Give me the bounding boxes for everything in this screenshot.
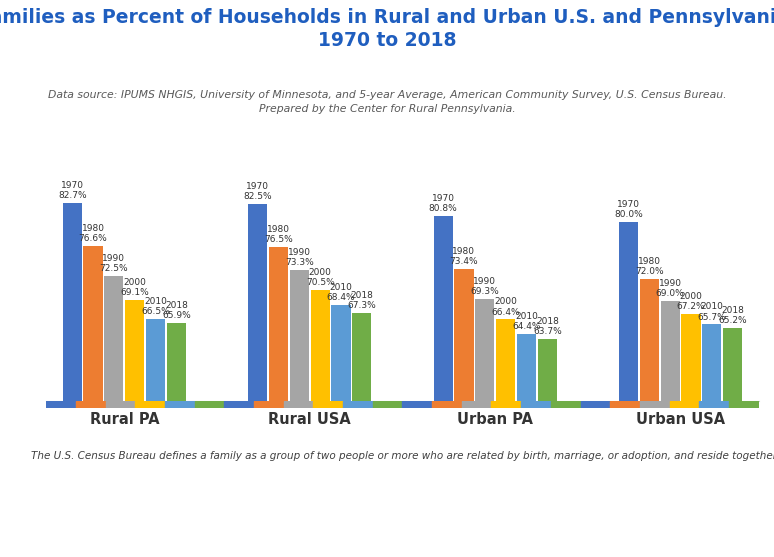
Text: 1980
73.4%: 1980 73.4% [450, 247, 478, 266]
Text: 2018
63.7%: 2018 63.7% [533, 317, 562, 336]
Bar [167, 323, 186, 401]
Bar [313, 401, 343, 408]
Text: 2010
68.4%: 2010 68.4% [327, 283, 355, 302]
Text: 1980
76.5%: 1980 76.5% [264, 225, 293, 244]
Bar [373, 401, 402, 408]
Text: 1970
80.8%: 1970 80.8% [429, 194, 457, 213]
Text: 2000
67.2%: 2000 67.2% [676, 292, 705, 311]
Bar [76, 401, 106, 408]
Bar [729, 401, 759, 408]
Bar [195, 401, 224, 408]
Bar [640, 401, 670, 408]
Bar [289, 270, 309, 401]
Bar [125, 300, 144, 401]
Bar [551, 401, 580, 408]
Bar [63, 203, 82, 401]
Bar [46, 401, 76, 408]
Bar [146, 319, 165, 401]
Text: 2018
65.9%: 2018 65.9% [162, 301, 191, 320]
Text: 1980
72.0%: 1980 72.0% [635, 257, 663, 276]
Bar [496, 319, 515, 401]
Text: 2010
64.4%: 2010 64.4% [512, 312, 541, 331]
Bar [475, 299, 495, 401]
Bar [610, 401, 640, 408]
Text: 1990
69.0%: 1990 69.0% [656, 279, 684, 298]
Bar [433, 216, 453, 401]
Bar [432, 401, 462, 408]
Text: 1970
82.5%: 1970 82.5% [243, 182, 272, 201]
Bar [681, 314, 700, 401]
Bar [491, 401, 521, 408]
Bar [538, 339, 557, 401]
Bar [104, 276, 124, 401]
Text: 2000
70.5%: 2000 70.5% [306, 268, 334, 287]
Text: 2018
65.2%: 2018 65.2% [718, 306, 747, 325]
Bar [619, 222, 638, 401]
Text: 2000
69.1%: 2000 69.1% [121, 278, 149, 297]
Bar [521, 401, 551, 408]
Bar [224, 401, 254, 408]
Bar [580, 401, 610, 408]
Bar [106, 401, 135, 408]
Bar [661, 301, 680, 401]
Text: 1990
69.3%: 1990 69.3% [471, 277, 499, 296]
Bar [284, 401, 313, 408]
Text: 1990
72.5%: 1990 72.5% [100, 254, 128, 273]
Bar [135, 401, 165, 408]
Bar [517, 334, 536, 401]
Bar [723, 328, 742, 401]
Text: 1970
80.0%: 1970 80.0% [614, 200, 643, 219]
Bar [702, 324, 721, 401]
Text: Families as Percent of Households in Rural and Urban U.S. and Pennsylvania,
1970: Families as Percent of Households in Rur… [0, 8, 774, 50]
Bar [454, 269, 474, 401]
Bar [254, 401, 284, 408]
Bar [331, 305, 351, 401]
Bar [699, 401, 729, 408]
Bar [352, 313, 372, 401]
Text: 2010
65.7%: 2010 65.7% [697, 302, 726, 321]
Bar [640, 279, 659, 401]
Text: 2010
66.5%: 2010 66.5% [141, 297, 170, 316]
Text: 1980
76.6%: 1980 76.6% [79, 224, 108, 243]
Bar [248, 204, 267, 401]
Bar [343, 401, 373, 408]
Text: 1970
82.7%: 1970 82.7% [58, 181, 87, 200]
Text: Data source: IPUMS NHGIS, University of Minnesota, and 5-year Average, American : Data source: IPUMS NHGIS, University of … [48, 90, 726, 114]
Bar [670, 401, 699, 408]
Text: 1990
73.3%: 1990 73.3% [285, 248, 313, 267]
Bar [165, 401, 195, 408]
Bar [310, 290, 330, 401]
Text: The U.S. Census Bureau defines a family as a group of two people or more who are: The U.S. Census Bureau defines a family … [31, 451, 774, 461]
Text: 2000
66.4%: 2000 66.4% [491, 297, 520, 316]
Bar [269, 247, 288, 401]
Bar [462, 401, 491, 408]
Bar [402, 401, 432, 408]
Bar [84, 246, 103, 401]
Text: 2018
67.3%: 2018 67.3% [348, 291, 376, 310]
